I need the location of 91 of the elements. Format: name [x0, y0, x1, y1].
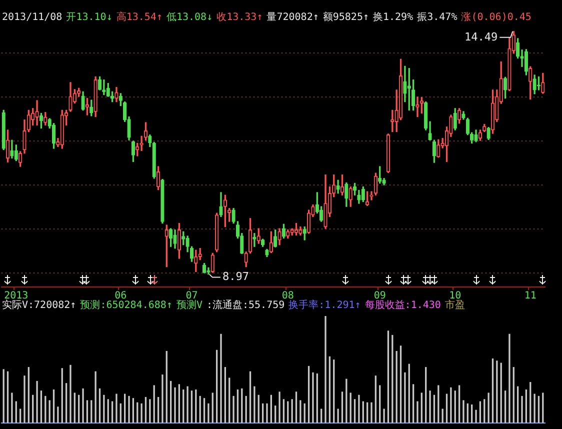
candlestick: [164, 224, 168, 268]
candlestick: [453, 108, 457, 130]
text: 换1.29%: [373, 11, 414, 24]
candlestick: [60, 110, 64, 149]
annotation: 14.49: [464, 30, 498, 44]
candlestick: [160, 178, 164, 224]
candlestick: [206, 267, 210, 275]
candlestick: [336, 180, 340, 194]
candlestick: [202, 262, 206, 274]
candlestick: [81, 91, 85, 110]
text: 预测:650284.688↑: [80, 299, 172, 312]
candlestick: [407, 68, 411, 110]
candlestick: [490, 90, 495, 134]
candlestick: [156, 166, 160, 190]
candlestick: [232, 208, 236, 224]
x-tick-label: 06: [114, 290, 127, 302]
candlestick: [348, 186, 352, 207]
candlestick: [470, 132, 474, 144]
candlestick: [77, 88, 81, 97]
candlestick: [85, 98, 90, 116]
candlestick: [131, 140, 136, 162]
candlestick: [357, 190, 361, 204]
text: 低13.08↓: [166, 11, 213, 24]
candlestick: [265, 248, 269, 258]
text: 换手率:1.291↑: [288, 299, 361, 312]
candlestick: [282, 224, 286, 239]
candlestick: [214, 212, 219, 252]
candlestick: [286, 230, 290, 239]
text: 每股收益:1.430: [364, 299, 441, 312]
candlestick: [462, 111, 466, 120]
candlestick: [486, 127, 490, 140]
candlestick: [532, 74, 536, 94]
candlestick: [432, 140, 436, 163]
candlestick: [10, 140, 14, 158]
candlestick: [177, 222, 182, 259]
candlestick: [508, 37, 512, 92]
candlestick: [340, 174, 344, 196]
candlestick: [252, 233, 256, 247]
candlestick: [298, 226, 302, 236]
candlestick: [294, 222, 298, 236]
candlestick: [382, 178, 386, 186]
text: 开13.10↓: [66, 11, 112, 24]
candlestick: [39, 112, 44, 129]
annotation: 8.97: [222, 270, 249, 284]
candlestick: [466, 118, 470, 136]
candlestick: [541, 72, 545, 94]
candlestick: [35, 100, 39, 126]
text: 额95825↑: [322, 11, 369, 24]
candlestick: [114, 86, 118, 102]
candlestick: [482, 124, 486, 132]
text: 预测V: [176, 299, 202, 312]
candlestick: [378, 166, 382, 184]
candlestick: [168, 228, 173, 247]
text: 市盈: [444, 299, 465, 312]
candlestick: [474, 130, 478, 142]
text: 收13.33↑: [216, 11, 263, 24]
candlestick: [2, 110, 6, 150]
candlestick: [361, 186, 365, 202]
candlestick: [324, 174, 328, 229]
candlestick: [278, 228, 282, 246]
candlestick: [68, 82, 72, 112]
candlestick: [386, 134, 390, 173]
candlestick: [274, 230, 278, 248]
candlestick: [290, 228, 294, 236]
candlestick: [223, 194, 227, 228]
candlestick: [260, 238, 265, 247]
candlestick: [416, 96, 420, 118]
candlestick: [536, 76, 541, 90]
candlestick: [152, 142, 156, 179]
candlestick: [528, 66, 532, 100]
candlestick: [102, 79, 106, 96]
text: 涨(0.06)0.45: [461, 11, 532, 24]
text: 实际V:720082↑: [2, 299, 76, 312]
candlestick: [420, 97, 424, 114]
candlestick: [436, 139, 440, 158]
candlestick: [503, 76, 508, 99]
candlestick: [118, 93, 122, 106]
candlestick: [256, 228, 260, 244]
candlestick: [210, 252, 214, 273]
candlestick: [524, 49, 528, 76]
candlestick: [173, 230, 177, 249]
candlestick: [228, 208, 232, 222]
candlestick: [44, 112, 48, 126]
candlestick: [94, 76, 98, 118]
text: :流通盘:55.759: [206, 299, 285, 312]
candlestick: [198, 248, 202, 260]
x-tick-label: 11: [524, 290, 536, 302]
text: 振3.47%: [417, 11, 458, 24]
text: 2013/11/08: [2, 11, 62, 24]
text: 量720082↑: [266, 11, 319, 24]
text: 高13.54↑: [116, 11, 162, 24]
